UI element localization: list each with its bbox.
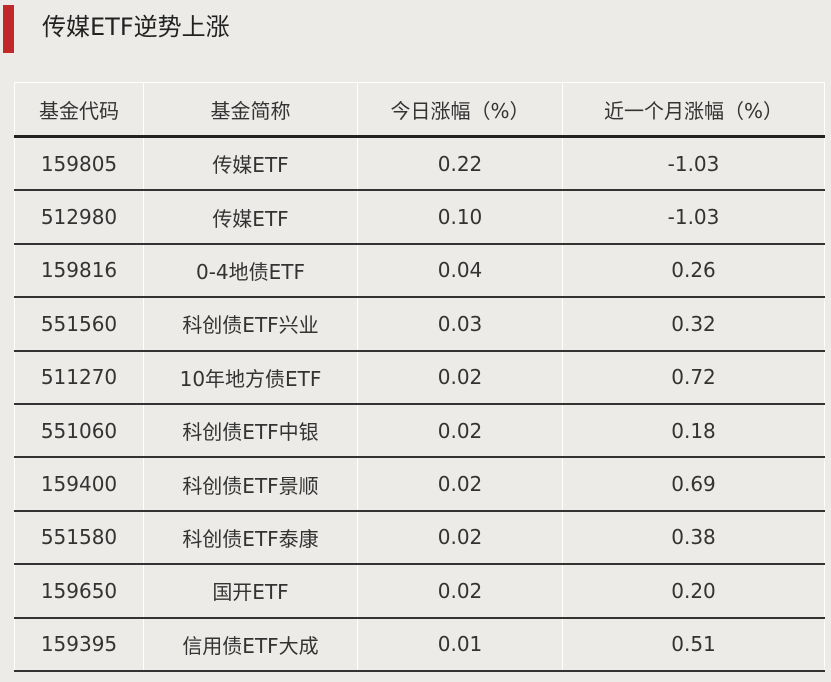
cell-fund-code: 159400 [14, 457, 144, 512]
cell-daily-change: 0.10 [357, 190, 563, 245]
table-row: 551060 科创债ETF中银 0.02 0.18 [14, 403, 825, 459]
cell-fund-code: 159816 [14, 243, 144, 299]
table-row: 551580 科创债ETF泰康 0.02 0.38 [14, 510, 825, 566]
table-row: 159650 国开ETF 0.02 0.20 [14, 564, 825, 619]
cell-daily-change: 0.22 [357, 136, 563, 192]
header-daily-change: 今日涨幅（%） [357, 82, 563, 138]
cell-monthly-change: 0.38 [562, 510, 825, 566]
cell-daily-change: 0.04 [357, 243, 563, 299]
cell-daily-change: 0.02 [357, 510, 563, 566]
cell-fund-name: 国开ETF [143, 564, 358, 619]
cell-fund-name: 信用债ETF大成 [143, 617, 358, 672]
cell-monthly-change: -1.03 [562, 190, 825, 245]
table-row: 159395 信用债ETF大成 0.01 0.51 [14, 617, 825, 672]
table-row: 159816 0-4地债ETF 0.04 0.26 [14, 243, 825, 299]
cell-daily-change: 0.03 [357, 297, 563, 352]
cell-monthly-change: 0.32 [562, 297, 825, 352]
header-monthly-change: 近一个月涨幅（%） [562, 82, 825, 138]
table-header-row: 基金代码 基金简称 今日涨幅（%） 近一个月涨幅（%） [14, 82, 825, 138]
cell-monthly-change: 0.69 [562, 457, 825, 512]
cell-fund-code: 159650 [14, 564, 144, 619]
cell-fund-name: 传媒ETF [143, 136, 358, 192]
title-accent-bar [3, 5, 14, 53]
table-row: 159805 传媒ETF 0.22 -1.03 [14, 136, 825, 192]
cell-fund-code: 159805 [14, 136, 144, 192]
cell-fund-name: 科创债ETF中银 [143, 403, 358, 459]
cell-fund-code: 511270 [14, 350, 144, 405]
cell-fund-name: 传媒ETF [143, 190, 358, 245]
header-fund-name: 基金简称 [143, 82, 358, 138]
table-row: 511270 10年地方债ETF 0.02 0.72 [14, 350, 825, 405]
cell-fund-code: 551580 [14, 510, 144, 566]
table-row: 159400 科创债ETF景顺 0.02 0.69 [14, 457, 825, 512]
cell-daily-change: 0.02 [357, 403, 563, 459]
fund-table: 基金代码 基金简称 今日涨幅（%） 近一个月涨幅（%） 159805 传媒ETF 0.22… [14, 82, 825, 672]
cell-monthly-change: 0.26 [562, 243, 825, 299]
cell-daily-change: 0.02 [357, 457, 563, 512]
page-title: 传媒ETF逆势上涨 [42, 13, 230, 41]
table-row: 512980 传媒ETF 0.10 -1.03 [14, 190, 825, 245]
cell-fund-code: 551060 [14, 403, 144, 459]
cell-monthly-change: 0.20 [562, 564, 825, 619]
cell-fund-code: 512980 [14, 190, 144, 245]
cell-fund-name: 10年地方债ETF [143, 350, 358, 405]
cell-daily-change: 0.01 [357, 617, 563, 672]
cell-daily-change: 0.02 [357, 564, 563, 619]
cell-fund-code: 551560 [14, 297, 144, 352]
cell-fund-name: 0-4地债ETF [143, 243, 358, 299]
cell-monthly-change: -1.03 [562, 136, 825, 192]
cell-monthly-change: 0.18 [562, 403, 825, 459]
table-row: 551560 科创债ETF兴业 0.03 0.32 [14, 297, 825, 352]
header-fund-code: 基金代码 [14, 82, 144, 138]
cell-daily-change: 0.02 [357, 350, 563, 405]
cell-fund-name: 科创债ETF泰康 [143, 510, 358, 566]
cell-fund-name: 科创债ETF兴业 [143, 297, 358, 352]
cell-monthly-change: 0.51 [562, 617, 825, 672]
cell-fund-code: 159395 [14, 617, 144, 672]
cell-monthly-change: 0.72 [562, 350, 825, 405]
cell-fund-name: 科创债ETF景顺 [143, 457, 358, 512]
